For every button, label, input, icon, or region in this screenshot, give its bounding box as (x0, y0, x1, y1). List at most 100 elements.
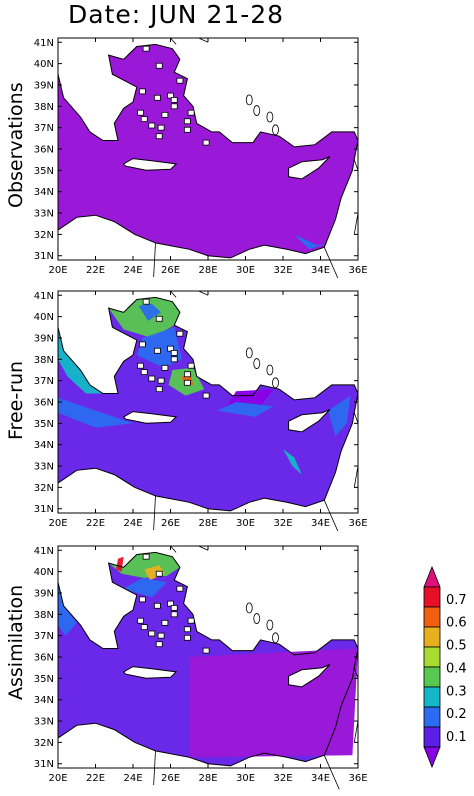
coastline (57, 296, 359, 512)
lon-tick-label: 22E (86, 265, 105, 276)
lat-tick-label: 35N (34, 166, 54, 177)
lon-tick-label: 26E (161, 518, 180, 529)
field-region (58, 397, 133, 428)
aegean-island (170, 605, 178, 611)
lon-tick-label: 30E (236, 773, 255, 784)
aegean-island (137, 617, 144, 624)
lat-tick-label: 32N (34, 738, 54, 749)
lon-tick-label: 26E (161, 773, 180, 784)
map-panel-observations: 41N 40N 39N 38N 37N 36N 35N 34N 33N 32N 31N 20E 22E 2… (34, 37, 368, 278)
aegean-island (170, 356, 178, 363)
lon-tick-label: 34E (311, 265, 330, 276)
lat-tick-label: 31N (34, 759, 54, 770)
colorbar-label: 0.5 (446, 639, 467, 654)
lon-tick-label: 22E (86, 773, 105, 784)
aegean-island (183, 634, 191, 641)
country-border (198, 290, 209, 296)
lat-tick-label: 31N (34, 504, 54, 515)
country-border (353, 720, 359, 743)
aegean-island (157, 124, 165, 131)
field-region (136, 327, 182, 368)
lon-tick-label: 20E (48, 773, 67, 784)
lon-tick-label: 26E (161, 265, 180, 276)
aegean-island (142, 553, 150, 560)
colorbar-label: 0.2 (446, 707, 467, 722)
aegean-island (157, 377, 165, 384)
lat-tick-label: 40N (34, 312, 54, 323)
lat-tick-label: 38N (34, 610, 54, 621)
lake-outline (272, 377, 279, 389)
lat-tick-label: 34N (34, 187, 54, 198)
lon-tick-label: 28E (198, 518, 217, 529)
aegean-island (202, 392, 210, 399)
field-region (116, 556, 124, 572)
lat-tick-label: 31N (34, 251, 54, 262)
lat-tick-label: 37N (34, 376, 54, 387)
country-border (353, 159, 359, 171)
lon-tick-label: 32E (273, 773, 292, 784)
aegean-island (155, 315, 163, 322)
lon-tick-label: 32E (273, 265, 292, 276)
field-region (328, 395, 351, 437)
cyprus-island (288, 156, 331, 180)
aegean-island (202, 139, 210, 146)
country-border (198, 37, 209, 43)
crete-island (122, 411, 178, 424)
aegean-island (170, 611, 178, 618)
aegean-island (148, 122, 156, 129)
aegean-island (183, 379, 191, 386)
map-panel-assimilation: 41N 40N 39N 38N 37N 36N 35N 34N 33N 32N 31N 20E 22E 2… (34, 545, 368, 790)
aegean-island (176, 330, 184, 337)
aegean-island (187, 109, 195, 116)
sea-field (58, 44, 358, 258)
country-border (198, 545, 209, 551)
country-border (170, 290, 177, 298)
colorbar-label: 0.6 (446, 616, 467, 631)
aegean-island (153, 94, 161, 101)
colorbar-box (423, 586, 441, 608)
aegean-island (183, 626, 191, 633)
colorbar-box (423, 686, 441, 708)
field-region (58, 327, 103, 394)
lake-outline (253, 358, 261, 369)
lat-tick-label: 36N (34, 398, 54, 409)
aegean-island (161, 619, 169, 626)
aegean-island (148, 630, 156, 637)
aegean-island (148, 375, 156, 382)
aegean-island (140, 116, 148, 123)
aegean-island (202, 647, 210, 654)
aegean-island (183, 126, 191, 133)
aegean-island (170, 97, 178, 103)
aegean-island (138, 341, 146, 348)
aegean-island (142, 298, 150, 305)
lake-outline (272, 124, 279, 136)
lat-tick-label: 34N (34, 440, 54, 451)
lon-tick-label: 24E (123, 265, 142, 276)
colorbar-box (423, 726, 441, 748)
lat-tick-label: 33N (34, 462, 54, 473)
aegean-island (155, 62, 163, 69)
country-border (170, 545, 177, 553)
field-region (217, 402, 274, 417)
lat-tick-label: 36N (34, 653, 54, 664)
aegean-island (140, 624, 148, 631)
map-panel-free-run: 41N 40N 39N 38N 37N 36N 35N 34N 33N 32N 31N 20E 22E 2… (34, 290, 368, 531)
aegean-island (153, 602, 161, 609)
aegean-island (170, 103, 178, 110)
lat-tick-label: 39N (34, 80, 54, 91)
aegean-island (161, 111, 169, 118)
coastline (57, 551, 359, 767)
aegean-island (161, 364, 169, 371)
colorbar: 0.1 0.2 0.3 0.4 0.5 0.6 0.7 (423, 565, 467, 769)
lake-outline (266, 364, 274, 376)
aegean-island (155, 133, 163, 140)
lat-tick-label: 39N (34, 588, 54, 599)
colorbar-label: 0.1 (446, 730, 467, 745)
lat-tick-label: 36N (34, 145, 54, 156)
lon-tick-label: 32E (273, 518, 292, 529)
aegean-island (155, 386, 163, 393)
country-border (353, 465, 359, 488)
colorbar-box (423, 706, 441, 728)
lon-tick-label: 20E (48, 518, 67, 529)
aegean-island (137, 362, 144, 369)
